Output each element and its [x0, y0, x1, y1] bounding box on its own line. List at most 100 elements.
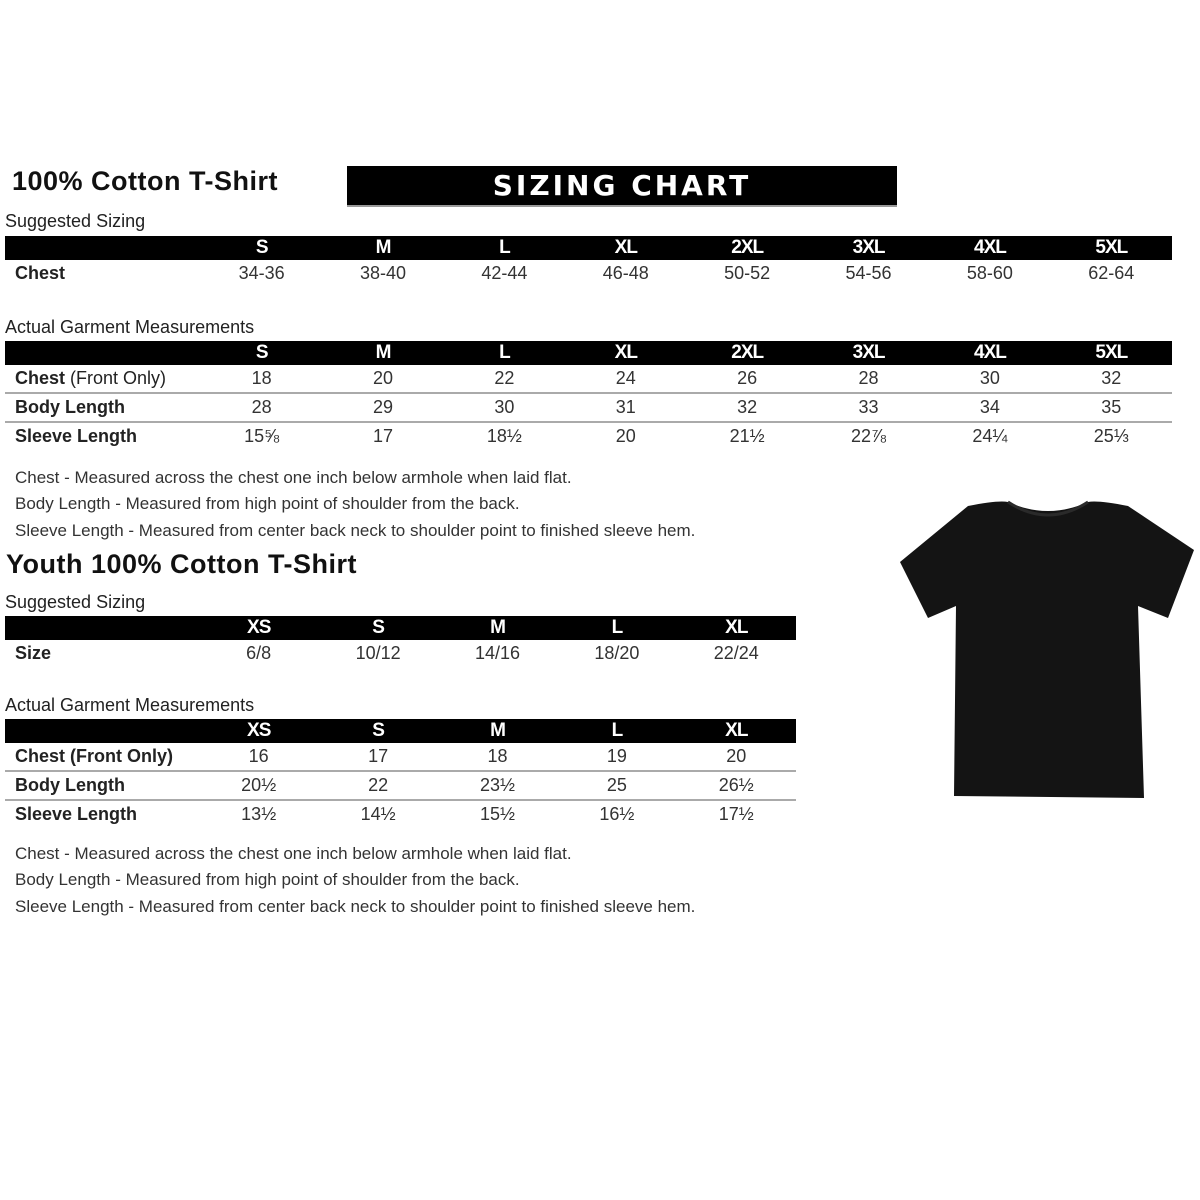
size-header: 4XL [929, 236, 1051, 260]
header-blank [5, 341, 201, 365]
cell-value: 15⅝ [244, 426, 280, 446]
header-blank [5, 616, 199, 640]
size-header: 4XL [929, 341, 1051, 365]
cell-value: 20½ [199, 771, 319, 801]
cell-value: 24 [565, 365, 687, 394]
size-header-row: XS S M L XL [5, 616, 796, 640]
cell-value: 28 [807, 365, 930, 394]
size-header: XL [676, 719, 796, 743]
cell-value: 14½ [360, 804, 396, 824]
youth-note-body: Body Length - Measured from high point o… [15, 870, 520, 889]
row-label-text: Chest [15, 263, 66, 283]
cell-value: 31 [565, 393, 687, 423]
youth-suggested-label: Suggested Sizing [5, 592, 146, 612]
adult-suggested-table: S M L XL 2XL 3XL 4XL 5XL Chest 34-36 38-40 42-44 46-… [5, 236, 1172, 287]
cell-value: 6/8 [246, 643, 272, 663]
size-header: XS [199, 719, 319, 743]
row-label: Sleeve Length [5, 800, 199, 828]
cell-value: 62-64 [1088, 263, 1135, 283]
cell-value: 19 [557, 743, 677, 772]
cell-value: 20 [676, 743, 796, 772]
cell-value: 26½ [676, 771, 796, 801]
size-header: S [201, 236, 323, 260]
size-header: 2XL [686, 236, 808, 260]
size-header: XL [676, 616, 796, 640]
cell-value: 20 [322, 365, 444, 394]
size-header: XL [565, 236, 687, 260]
cell-value: 32 [1050, 365, 1172, 394]
row-label-text: Body Length [15, 397, 125, 417]
header-blank [5, 719, 199, 743]
size-header: M [437, 616, 558, 640]
size-header: 2XL [686, 341, 808, 365]
size-header-row: XS S M L XL [5, 719, 796, 743]
row-label-text: Size [15, 643, 52, 663]
adult-note-chest: Chest - Measured across the chest one in… [15, 468, 572, 487]
adult-actual-label: Actual Garment Measurements [5, 317, 255, 337]
size-header: 3XL [807, 236, 930, 260]
row-label: Chest (Front Only) [5, 365, 201, 394]
cell-value: 18/20 [594, 643, 640, 663]
table-row: Body Length 20½ 22 23½ 25 26½ [5, 771, 796, 801]
row-label-text: Body Length [15, 775, 125, 795]
size-header: S [318, 616, 438, 640]
cell-value: 15½ [479, 804, 515, 824]
youth-note-sleeve: Sleeve Length - Measured from center bac… [15, 897, 696, 916]
cell-value: 29 [322, 393, 444, 423]
cell-value: 16 [199, 743, 319, 772]
youth-actual-table: XS S M L XL Chest (Front Only) 16 17 18 19 20 Body … [5, 719, 796, 828]
table-row: Chest (Front Only) 16 17 18 19 20 [5, 743, 796, 772]
youth-note-chest: Chest - Measured across the chest one in… [15, 844, 572, 863]
cell-value: 33 [807, 393, 930, 423]
row-label: Body Length [5, 393, 201, 423]
size-header: XL [565, 341, 687, 365]
size-header: XS [199, 616, 319, 640]
adult-note-sleeve: Sleeve Length - Measured from center bac… [15, 521, 696, 540]
cell-value: 34-36 [238, 263, 285, 283]
size-header: L [443, 341, 566, 365]
cell-value: 18 [201, 365, 323, 394]
cell-value: 42-44 [481, 263, 528, 283]
table-row: Body Length 28 29 30 31 32 33 34 35 [5, 393, 1172, 423]
youth-suggested-table: XS S M L XL Size 6/8 10/12 14/16 18/20 22/24 [5, 616, 796, 667]
row-label: Chest [5, 260, 201, 287]
cell-value: 17 [318, 743, 438, 772]
cell-value: 22⅞ [851, 426, 887, 446]
cell-value: 22/24 [713, 643, 759, 663]
adult-actual-table: S M L XL 2XL 3XL 4XL 5XL Chest (Front Only) 18 20 2… [5, 341, 1172, 450]
size-header: S [201, 341, 323, 365]
cell-value: 54-56 [845, 263, 892, 283]
cell-value: 22 [443, 365, 566, 394]
cell-value: 30 [443, 393, 566, 423]
row-label-suffix: (Front Only) [65, 368, 167, 388]
header-blank [5, 236, 201, 260]
table-row: Size 6/8 10/12 14/16 18/20 22/24 [5, 640, 796, 667]
cell-value: 24¼ [972, 426, 1008, 446]
size-header: S [318, 719, 438, 743]
size-header: 5XL [1050, 341, 1172, 365]
cell-value: 17½ [718, 804, 754, 824]
row-label-text: Chest [15, 368, 66, 388]
cell-value: 14/16 [474, 643, 520, 663]
cell-value: 38-40 [360, 263, 407, 283]
cell-value: 26 [686, 365, 808, 394]
row-label: Size [5, 640, 199, 667]
cell-value: 32 [686, 393, 808, 423]
cell-value: 30 [929, 365, 1051, 394]
row-label: Chest (Front Only) [5, 743, 199, 772]
cell-value: 50-52 [724, 263, 771, 283]
cell-value: 34 [929, 393, 1051, 423]
table-row: Chest 34-36 38-40 42-44 46-48 50-52 54-56 58-60… [5, 260, 1172, 287]
cell-value: 18½ [486, 426, 522, 446]
cell-value: 20 [615, 426, 636, 446]
table-row: Chest (Front Only) 18 20 22 24 26 28 30 32 [5, 365, 1172, 394]
sizing-chart-banner: SIZING CHART [347, 166, 897, 207]
cell-value: 35 [1050, 393, 1172, 423]
youth-actual-label: Actual Garment Measurements [5, 695, 255, 715]
cell-value: 13½ [241, 804, 277, 824]
cell-value: 21½ [729, 426, 765, 446]
size-header-row: S M L XL 2XL 3XL 4XL 5XL [5, 236, 1172, 260]
cell-value: 16½ [599, 804, 635, 824]
cell-value: 23½ [437, 771, 558, 801]
size-header: M [437, 719, 558, 743]
